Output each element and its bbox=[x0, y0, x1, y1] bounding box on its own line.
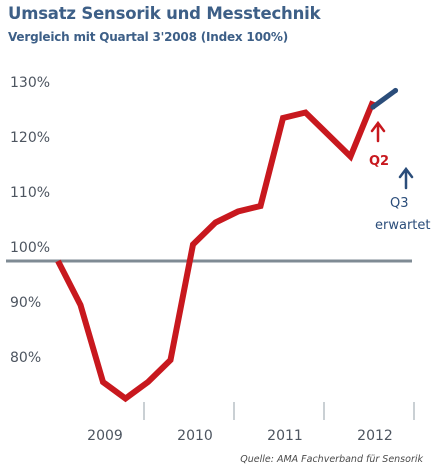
annotation-q2: Q2 bbox=[369, 154, 389, 169]
y-tick-label: 90% bbox=[10, 295, 41, 311]
y-tick-label: 100% bbox=[10, 240, 50, 256]
annotation-expected: erwartet bbox=[375, 218, 430, 233]
series-line-actual bbox=[55, 100, 376, 403]
y-tick-label: 110% bbox=[10, 185, 50, 201]
series-line-expected bbox=[371, 88, 397, 110]
y-tick-label: 120% bbox=[10, 130, 50, 146]
x-tick-label: 2009 bbox=[87, 428, 123, 444]
y-tick-label: 130% bbox=[10, 75, 50, 91]
x-tick-label: 2011 bbox=[267, 428, 303, 444]
annotation-q3: Q3 bbox=[390, 196, 409, 211]
chart-title: Umsatz Sensorik und Messtechnik bbox=[8, 4, 321, 23]
q2-arrow-icon bbox=[370, 120, 386, 143]
x-tick-label: 2010 bbox=[177, 428, 213, 444]
x-tick-label: 2012 bbox=[357, 428, 393, 444]
data-point bbox=[392, 87, 399, 94]
q3-arrow-icon bbox=[398, 166, 414, 190]
chart-subtitle: Vergleich mit Quartal 3'2008 (Index 100%… bbox=[8, 30, 288, 44]
data-point bbox=[370, 104, 376, 110]
y-tick-label: 80% bbox=[10, 350, 41, 366]
chart-source: Quelle: AMA Fachverband für Sensorik bbox=[240, 454, 423, 465]
